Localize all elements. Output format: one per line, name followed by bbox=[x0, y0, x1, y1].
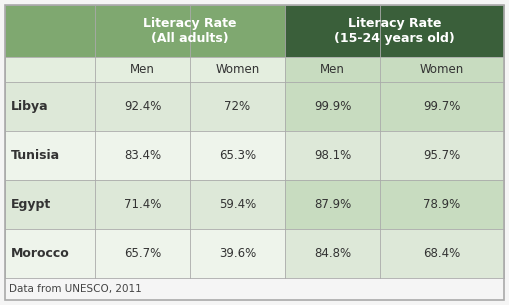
Bar bbox=[190, 180, 285, 229]
Bar bbox=[190, 57, 285, 82]
Bar bbox=[190, 131, 285, 180]
Bar bbox=[5, 5, 95, 57]
Bar bbox=[5, 82, 95, 131]
Text: 98.1%: 98.1% bbox=[314, 149, 351, 162]
Text: Women: Women bbox=[215, 63, 260, 76]
Text: Libya: Libya bbox=[11, 100, 49, 113]
Text: 99.9%: 99.9% bbox=[314, 100, 351, 113]
Text: 71.4%: 71.4% bbox=[124, 198, 161, 211]
Bar bbox=[285, 131, 380, 180]
Text: 59.4%: 59.4% bbox=[219, 198, 256, 211]
Text: Egypt: Egypt bbox=[11, 198, 51, 211]
Bar bbox=[95, 229, 190, 278]
Text: 87.9%: 87.9% bbox=[314, 198, 351, 211]
Text: 83.4%: 83.4% bbox=[124, 149, 161, 162]
Text: 84.8%: 84.8% bbox=[314, 247, 351, 260]
Bar bbox=[5, 131, 95, 180]
Text: Literacy Rate
(All adults): Literacy Rate (All adults) bbox=[143, 17, 237, 45]
Bar bbox=[380, 82, 504, 131]
Text: Tunisia: Tunisia bbox=[11, 149, 60, 162]
Bar bbox=[95, 131, 190, 180]
Text: 65.3%: 65.3% bbox=[219, 149, 256, 162]
Bar bbox=[190, 82, 285, 131]
Bar bbox=[380, 131, 504, 180]
Bar bbox=[95, 82, 190, 131]
Bar bbox=[285, 180, 380, 229]
Bar bbox=[285, 82, 380, 131]
Bar bbox=[95, 180, 190, 229]
Text: Men: Men bbox=[130, 63, 155, 76]
Text: 78.9%: 78.9% bbox=[423, 198, 461, 211]
Text: 65.7%: 65.7% bbox=[124, 247, 161, 260]
Text: 99.7%: 99.7% bbox=[423, 100, 461, 113]
Text: Morocco: Morocco bbox=[11, 247, 70, 260]
Text: Men: Men bbox=[320, 63, 345, 76]
Bar bbox=[285, 57, 380, 82]
Bar bbox=[380, 180, 504, 229]
Text: 72%: 72% bbox=[224, 100, 250, 113]
Bar bbox=[190, 229, 285, 278]
Text: 39.6%: 39.6% bbox=[219, 247, 256, 260]
Bar bbox=[380, 57, 504, 82]
Bar bbox=[5, 278, 504, 300]
Bar bbox=[285, 229, 380, 278]
Bar bbox=[5, 57, 95, 82]
Bar bbox=[285, 5, 504, 57]
Text: 68.4%: 68.4% bbox=[423, 247, 461, 260]
Text: 95.7%: 95.7% bbox=[423, 149, 461, 162]
Text: Women: Women bbox=[420, 63, 464, 76]
Text: 92.4%: 92.4% bbox=[124, 100, 161, 113]
Bar bbox=[95, 5, 285, 57]
Bar bbox=[95, 57, 190, 82]
Text: Literacy Rate
(15-24 years old): Literacy Rate (15-24 years old) bbox=[334, 17, 455, 45]
Bar bbox=[5, 180, 95, 229]
Bar bbox=[5, 229, 95, 278]
Bar bbox=[380, 229, 504, 278]
Text: Data from UNESCO, 2011: Data from UNESCO, 2011 bbox=[9, 284, 142, 294]
